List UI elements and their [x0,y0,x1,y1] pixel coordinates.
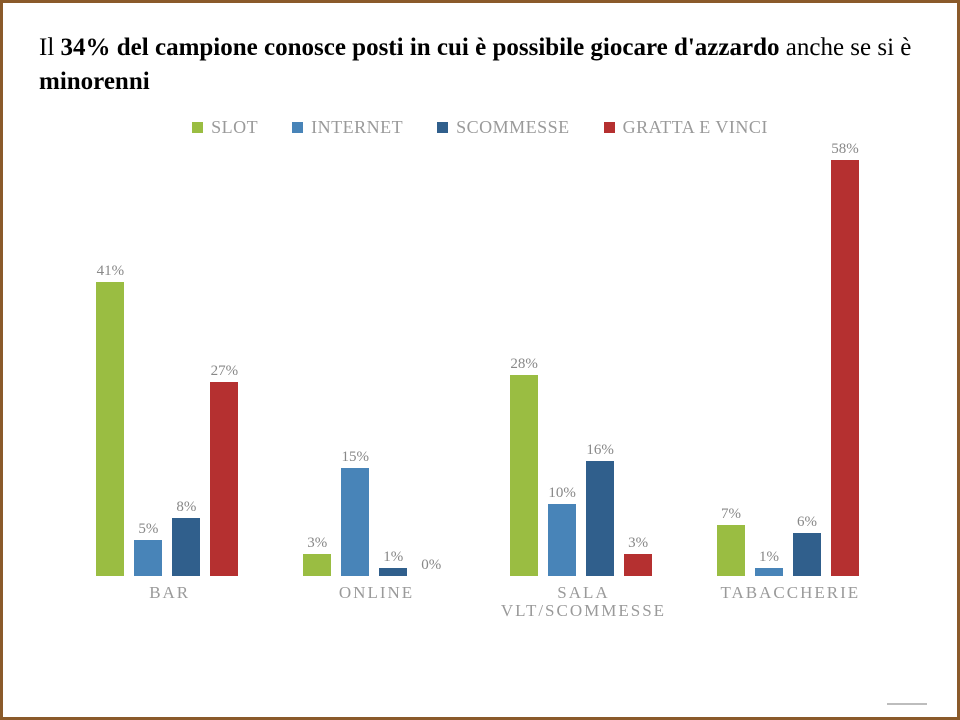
chart-legend: SLOT INTERNET SCOMMESSE GRATTA E VINCI [39,117,921,138]
title-pre: Il [39,34,61,61]
bar-column: 3% [303,535,331,576]
bar [96,282,124,576]
bar-value-label: 7% [721,506,741,523]
legend-swatch [437,122,448,133]
bar-column: 8% [172,499,200,575]
bar [755,568,783,575]
bar-value-label: 8% [176,499,196,516]
bar-value-label: 27% [211,363,239,380]
bar [717,525,745,575]
bar-column: 1% [755,549,783,575]
bar [586,461,614,576]
title-post: anche se si è [786,34,912,61]
bar-group: 7% 1% 6% 58% [717,141,859,576]
legend-label: INTERNET [311,117,403,138]
x-axis-label: ONLINE [267,584,487,603]
bar [624,554,652,576]
bar [134,540,162,576]
x-axis-label: SALAVLT/SCOMMESSE [473,584,693,621]
bar-column: 27% [210,363,238,576]
bar-column: 16% [586,442,614,576]
bar-value-label: 15% [342,449,370,466]
bar [379,568,407,575]
legend-label: SLOT [211,117,258,138]
bar-group: 28% 10% 16% 3% [510,356,652,576]
bar-column: 41% [96,263,124,576]
chart-x-axis: BARONLINESALAVLT/SCOMMESSETABACCHERIE [49,576,911,636]
bar-value-label: 5% [138,521,158,538]
bar-column: 7% [717,506,745,575]
bar-value-label: 1% [759,549,779,566]
bar-value-label: 0% [421,557,441,574]
bar-group: 41% 5% 8% 27% [96,263,238,576]
x-axis-label: TABACCHERIE [680,584,900,603]
x-axis-label: BAR [60,584,280,603]
legend-swatch [192,122,203,133]
bar [793,533,821,576]
bar-column: 0% [417,557,445,576]
bar [172,518,200,575]
title-bold2: minorenni [39,68,150,95]
page-number-rule [887,703,927,705]
bar [210,382,238,576]
legend-label: GRATTA E VINCI [623,117,768,138]
bar-group: 3% 15% 1% 0% [303,449,445,576]
bar-value-label: 16% [586,442,614,459]
page-title: Il 34% del campione conosce posti in cui… [39,31,921,99]
bar-column: 5% [134,521,162,576]
bar-value-label: 41% [97,263,125,280]
legend-item: GRATTA E VINCI [604,117,768,138]
bar-column: 28% [510,356,538,576]
chart-plot-area: 41%5%8%27%3%15%1%0%28%10%16%3%7%1%6%58% [49,146,911,576]
legend-item: SCOMMESSE [437,117,570,138]
bar-value-label: 28% [510,356,538,373]
bar [303,554,331,576]
bar [831,160,859,576]
bar-value-label: 10% [548,485,576,502]
bar-column: 1% [379,549,407,575]
bar [510,375,538,576]
legend-swatch [292,122,303,133]
bar-value-label: 3% [307,535,327,552]
bar-column: 3% [624,535,652,576]
legend-item: INTERNET [292,117,403,138]
title-bold1: 34% del campione conosce posti in cui è … [61,34,786,61]
bar [548,504,576,576]
legend-swatch [604,122,615,133]
bar-value-label: 6% [797,514,817,531]
bar-column: 58% [831,141,859,576]
bar-value-label: 1% [383,549,403,566]
legend-label: SCOMMESSE [456,117,570,138]
bar-chart: 41%5%8%27%3%15%1%0%28%10%16%3%7%1%6%58% … [39,146,921,636]
slide: Il 34% del campione conosce posti in cui… [0,0,960,720]
bar-value-label: 3% [628,535,648,552]
bar-value-label: 58% [831,141,859,158]
bar [341,468,369,576]
bar-column: 6% [793,514,821,576]
bar-column: 10% [548,485,576,576]
legend-item: SLOT [192,117,258,138]
bar-column: 15% [341,449,369,576]
